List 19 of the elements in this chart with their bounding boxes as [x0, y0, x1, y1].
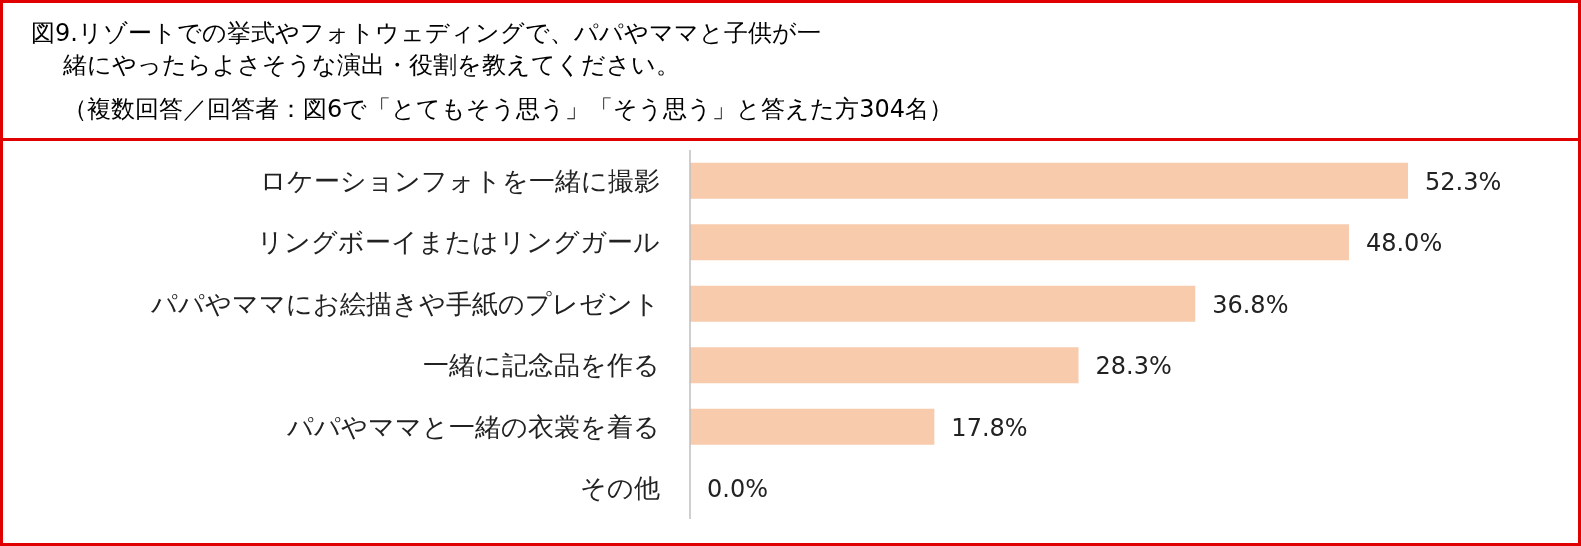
bar	[690, 224, 1349, 261]
bar	[690, 162, 1408, 199]
y-tick-label: 一緒に記念品を作る	[423, 350, 660, 381]
bar	[690, 285, 1196, 322]
data-label: 48.0%	[1365, 229, 1443, 258]
bar	[690, 408, 935, 445]
data-label: 52.3%	[1425, 167, 1502, 196]
bar	[690, 347, 1079, 384]
y-tick-label: パパやママと一緒の衣裳を着る	[286, 411, 660, 442]
text: 図9.リゾートでの挙式やフォトウェディングで、パパやママと子供が一緒にやったらよさそうな演出・役割を教えてください。	[31, 18, 822, 81]
y-tick-label: ロケーションフォトを一緒に撮影	[260, 165, 660, 196]
y-tick-label: その他	[580, 473, 660, 504]
y-tick-label: リングボーイまたはリングガール	[257, 227, 660, 258]
y-tick-label: パパやママにお絵描きや手紙のプレゼント	[150, 288, 660, 319]
data-label: 0.0%	[707, 475, 768, 504]
chart-subtitle: （複数回答／回答者：図6で「とてもそう思う」「そう思う」と答えた方304名）	[63, 94, 954, 125]
data-label: 28.3%	[1095, 352, 1172, 381]
data-label: 36.8%	[1212, 290, 1289, 319]
data-label: 17.8%	[951, 413, 1028, 442]
